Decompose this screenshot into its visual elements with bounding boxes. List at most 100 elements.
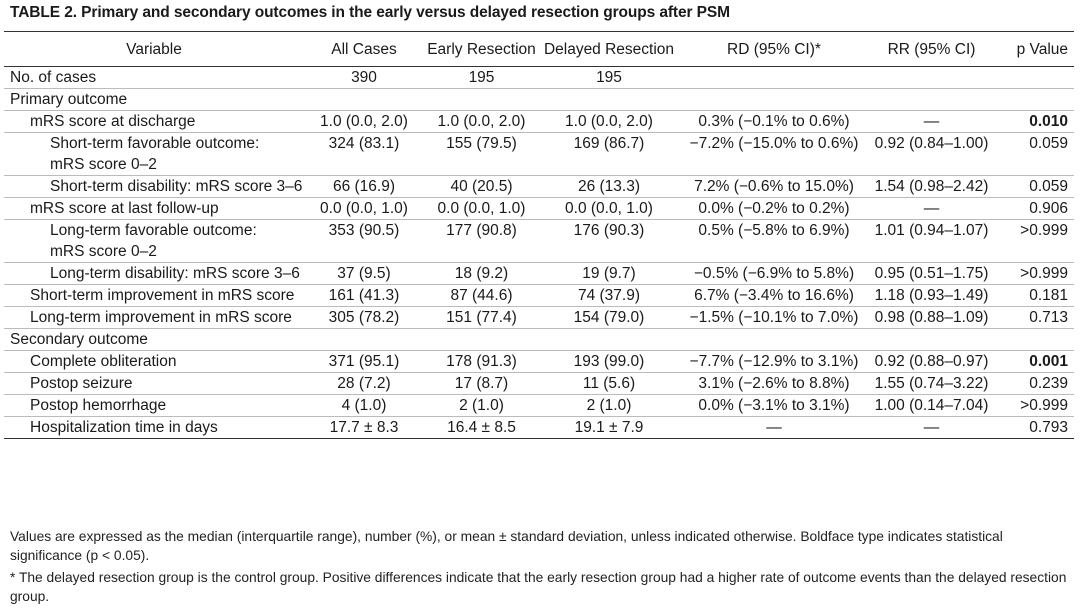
row-label-text: Short-term disability: mRS score 3–6 [50,178,303,195]
cell-delayed-resection: 169 (86.7) [539,132,679,176]
cell-rr: 0.95 (0.51–1.75) [869,262,994,285]
cell-rd: 0.0% (−0.2% to 0.2%) [679,197,869,220]
cell-early-resection: 17 (8.7) [424,372,539,395]
cell-p-value: 0.001 [994,350,1074,373]
row-label: Primary outcome [4,88,304,111]
column-header: RR (95% CI) [869,31,994,67]
cell-early-resection: 0.0 (0.0, 1.0) [424,197,539,220]
cell-delayed-resection: 0.0 (0.0, 1.0) [539,197,679,220]
cell-early-resection [424,328,539,351]
cell-early-resection: 2 (1.0) [424,394,539,417]
row-label-text: Postop seizure [30,375,133,392]
cell-delayed-resection: 154 (79.0) [539,306,679,329]
row-label: Long-term improvement in mRS score [4,306,304,329]
row-label-text: Long-term disability: mRS score 3–6 [50,265,300,282]
cell-all-cases: 28 (7.2) [304,372,424,395]
row-label: Short-term improvement in mRS score [4,284,304,307]
cell-all-cases: 17.7 ± 8.3 [304,416,424,439]
cell-rd: 0.5% (−5.8% to 6.9%) [679,219,869,263]
row-label: Short-term favorable outcome: mRS score 0… [4,132,304,176]
cell-all-cases: 161 (41.3) [304,284,424,307]
cell-delayed-resection: 1.0 (0.0, 2.0) [539,110,679,133]
cell-rr: — [869,197,994,220]
cell-early-resection: 16.4 ± 8.5 [424,416,539,439]
cell-early-resection [424,88,539,111]
row-label-text: Short-term improvement in mRS score [30,287,295,304]
footnotes: Values are expressed as the median (inte… [10,527,1070,609]
row-label-text: Hospitalization time in days [30,419,218,436]
cell-early-resection: 195 [424,66,539,89]
cell-all-cases: 353 (90.5) [304,219,424,263]
cell-rd: — [679,416,869,439]
cell-delayed-resection: 74 (37.9) [539,284,679,307]
cell-all-cases [304,328,424,351]
cell-p-value: 0.793 [994,416,1074,439]
cell-p-value [994,328,1074,351]
cell-rd: −0.5% (−6.9% to 5.8%) [679,262,869,285]
row-label: mRS score at discharge [4,110,304,133]
cell-delayed-resection: 193 (99.0) [539,350,679,373]
table-row: Complete obliteration 371 (95.1) 178 (91.3… [4,350,1074,373]
row-label-text: Long-term favorable outcome: [50,222,257,239]
row-label: Postop hemorrhage [4,394,304,417]
cell-all-cases: 1.0 (0.0, 2.0) [304,110,424,133]
cell-delayed-resection [539,328,679,351]
cell-rd [679,328,869,351]
column-header: Early Resection [424,31,539,67]
row-label: Short-term disability: mRS score 3–6 [4,175,304,198]
cell-rr: 1.00 (0.14–7.04) [869,394,994,417]
table-row: Postop hemorrhage 4 (1.0) 2 (1.0) 2 (1.0) 0.… [4,394,1074,417]
row-label: mRS score at last follow-up [4,197,304,220]
cell-early-resection: 40 (20.5) [424,175,539,198]
table-row: Postop seizure 28 (7.2) 17 (8.7) 11 (5.6) 3.… [4,372,1074,395]
cell-rd: 0.0% (−3.1% to 3.1%) [679,394,869,417]
cell-rr: 0.92 (0.84–1.00) [869,132,994,176]
column-header: RD (95% CI)* [679,31,869,67]
cell-early-resection: 87 (44.6) [424,284,539,307]
table-row: Long-term disability: mRS score 3–6 37 (9… [4,262,1074,285]
row-label: Long-term favorable outcome: mRS score 0–… [4,219,304,263]
cell-rd: 3.1% (−2.6% to 8.8%) [679,372,869,395]
cell-early-resection: 18 (9.2) [424,262,539,285]
cell-p-value: 0.059 [994,132,1074,176]
row-label: Postop seizure [4,372,304,395]
table-row: Secondary outcome [4,328,1074,351]
cell-rr [869,88,994,111]
row-label-text: Primary outcome [10,91,128,108]
row-label: Long-term disability: mRS score 3–6 [4,262,304,285]
column-header: All Cases [304,31,424,67]
table-row: Primary outcome [4,88,1074,111]
cell-rd: −7.7% (−12.9% to 3.1%) [679,350,869,373]
row-label-text: Complete obliteration [30,353,177,370]
cell-p-value [994,88,1074,111]
row-label-text-line2: mRS score 0–2 [50,156,157,173]
cell-rr [869,328,994,351]
cell-p-value: 0.059 [994,175,1074,198]
column-header: Delayed Resection [539,31,679,67]
cell-p-value: >0.999 [994,394,1074,417]
table-row: Hospitalization time in days 17.7 ± 8.3 16… [4,416,1074,439]
cell-early-resection: 1.0 (0.0, 2.0) [424,110,539,133]
cell-rr: 1.18 (0.93–1.49) [869,284,994,307]
row-label-text: No. of cases [10,69,97,86]
cell-all-cases: 4 (1.0) [304,394,424,417]
cell-delayed-resection [539,88,679,111]
cell-p-value: >0.999 [994,219,1074,263]
cell-p-value: >0.999 [994,262,1074,285]
row-label-text: mRS score at last follow-up [30,200,219,217]
cell-rr: 0.98 (0.88–1.09) [869,306,994,329]
cell-all-cases: 66 (16.9) [304,175,424,198]
table-row: mRS score at last follow-up 0.0 (0.0, 1.0… [4,197,1074,220]
cell-rd [679,66,869,89]
outcomes-table: Variable All Cases Early Resection Delay… [4,31,1074,439]
cell-all-cases: 37 (9.5) [304,262,424,285]
cell-early-resection: 151 (77.4) [424,306,539,329]
table-row: Long-term improvement in mRS score 305 (7… [4,306,1074,329]
cell-rd [679,88,869,111]
cell-delayed-resection: 26 (13.3) [539,175,679,198]
footnote: * The delayed resection group is the con… [10,570,1067,604]
column-header: p Value [994,31,1074,67]
table-row: Short-term improvement in mRS score 161 (… [4,284,1074,307]
header-row: Variable All Cases Early Resection Delay… [4,31,1074,67]
cell-p-value: 0.239 [994,372,1074,395]
